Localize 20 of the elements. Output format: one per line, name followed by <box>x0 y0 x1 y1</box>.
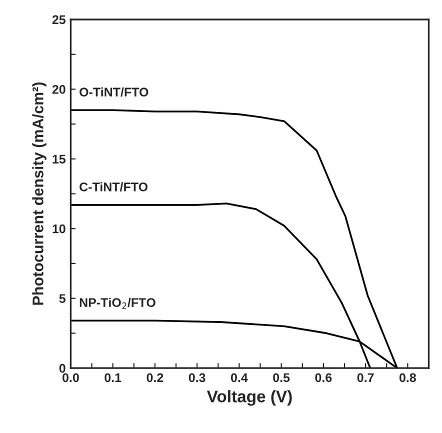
y-tick-label: 20 <box>52 85 66 94</box>
x-tick-label: 0.2 <box>146 373 164 382</box>
x-tick-label: 0.8 <box>399 373 416 382</box>
x-axis-title: Voltage (V) <box>206 390 292 406</box>
y-tick-label: 25 <box>52 15 66 24</box>
x-tick-label: 0.7 <box>357 373 374 382</box>
y-tick-label: 0 <box>59 364 66 373</box>
x-tick-label: 0.6 <box>315 373 332 382</box>
x-tick-label: 0.3 <box>188 373 206 382</box>
y-axis-title: Photocurrent density (mA/cm²) <box>32 82 46 305</box>
y-tick-label: 15 <box>52 154 66 164</box>
x-tick-label: 0.5 <box>273 373 290 382</box>
x-tick-label: 0.1 <box>104 373 122 382</box>
series-label: O-TiNT/FTO <box>80 87 148 97</box>
y-tick-label: 5 <box>59 294 66 303</box>
x-tick-label: 0.4 <box>231 373 248 382</box>
series-label: NP-TiO$_{2}$/FTO <box>80 298 156 309</box>
x-tick-label: 0.0 <box>62 373 79 382</box>
y-tick-label: 10 <box>52 224 66 234</box>
series-label: C-TiNT/FTO <box>80 182 148 192</box>
